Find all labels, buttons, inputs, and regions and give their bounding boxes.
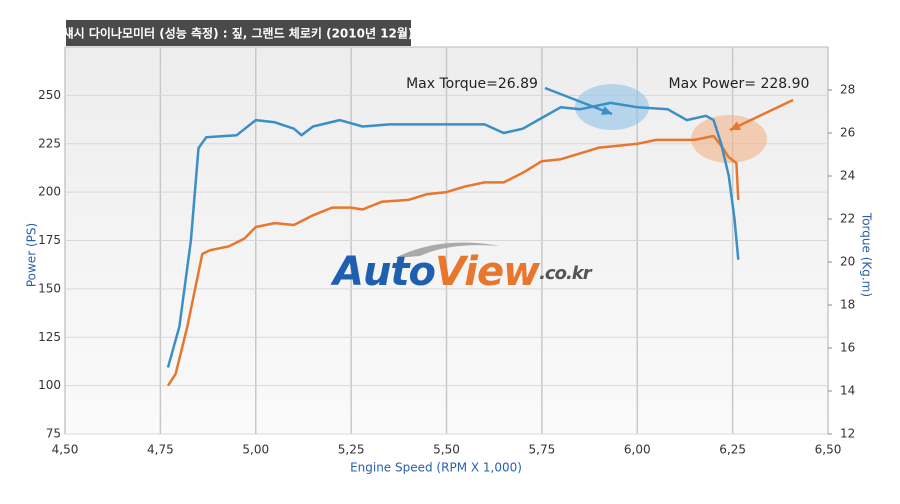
- y2-tick-label: 22: [840, 212, 855, 226]
- y-tick-label: 250: [38, 88, 61, 102]
- chart-title: 섀시 다이나모미터 (성능 측정) : 짚, 그랜드 체로키 (2010년 12…: [63, 26, 414, 41]
- x-tick-label: 5,25: [338, 443, 365, 457]
- y2-tick-label: 28: [840, 83, 855, 97]
- x-tick-label: 6,50: [815, 443, 842, 457]
- y-tick-label: 175: [38, 233, 61, 247]
- y2-tick-label: 24: [840, 169, 855, 183]
- y2-tick-label: 14: [840, 384, 855, 398]
- annotation-arrowhead: [601, 105, 612, 115]
- logo-part: .co.kr: [539, 263, 593, 284]
- y2-axis-label: Torque (Kg.m): [860, 212, 874, 297]
- logo-text: AutoView.co.kr: [330, 249, 593, 295]
- logo-part: Auto: [330, 249, 436, 295]
- y2-tick-label: 20: [840, 255, 855, 269]
- y-tick-label: 100: [38, 378, 61, 392]
- y-tick-label: 225: [38, 136, 61, 150]
- y-axis-label: Power (PS): [25, 223, 39, 287]
- annotation-arrow: [544, 86, 613, 116]
- logo-part: View: [435, 249, 541, 295]
- x-tick-label: 4,50: [52, 443, 79, 457]
- annotation-arrow: [729, 98, 794, 132]
- y2-tick-label: 12: [840, 427, 855, 441]
- x-tick-label: 5,75: [529, 443, 556, 457]
- y-tick-label: 200: [38, 185, 61, 199]
- title-tab: [66, 20, 411, 46]
- highlight: [691, 115, 767, 163]
- x-tick-label: 4,75: [147, 443, 174, 457]
- highlight: [575, 84, 649, 130]
- y2-tick-label: 16: [840, 341, 855, 355]
- y-tick-label: 125: [38, 330, 61, 344]
- logo: AutoView.co.kr: [330, 242, 594, 295]
- annotation: Max Power= 228.90: [669, 76, 810, 92]
- logo-swoosh: [395, 242, 500, 258]
- x-tick-label: 6,25: [719, 443, 746, 457]
- y-tick-label: 150: [38, 281, 61, 295]
- x-axis-label: Engine Speed (RPM X 1,000): [350, 461, 522, 475]
- series-line: [166, 101, 740, 368]
- x-tick-label: 5,50: [433, 443, 460, 457]
- y2-tick-label: 18: [840, 298, 855, 312]
- annotation: Max Torque=26.89: [406, 76, 538, 92]
- annotation-arrowhead: [730, 121, 741, 131]
- x-tick-label: 5,00: [242, 443, 269, 457]
- x-tick-label: 6,00: [624, 443, 651, 457]
- y2-tick-label: 26: [840, 126, 855, 140]
- y-tick-label: 75: [46, 427, 61, 441]
- series-line: [166, 134, 740, 387]
